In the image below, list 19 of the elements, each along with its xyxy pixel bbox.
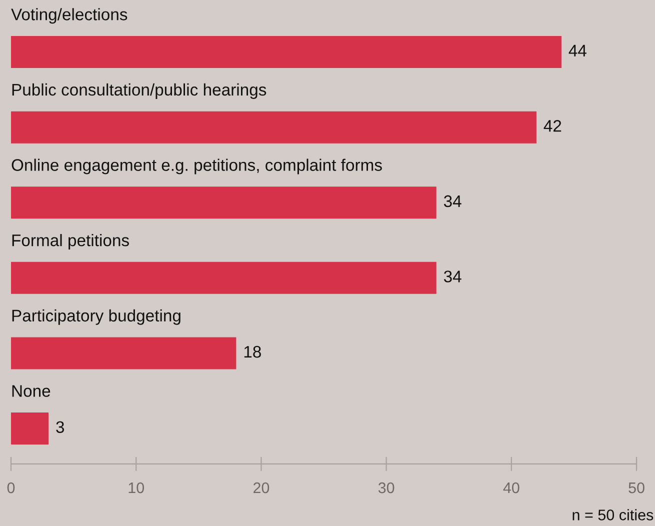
x-tick-label: 50 [628,482,644,494]
x-tick-label: 0 [7,482,15,494]
data-label: 34 [444,195,462,208]
y-tick-label: Voting/elections [11,8,128,24]
data-label: 42 [544,120,562,132]
x-tick-label: 10 [128,482,144,494]
y-tick-label: None [12,385,50,397]
data-label: 18 [244,346,261,358]
y-tick-label: Formal petitions [12,234,129,250]
data-label: 3 [56,421,64,434]
data-label: 44 [568,44,586,56]
data-label: 34 [444,270,462,282]
x-tick-label: 20 [253,482,270,494]
y-tick-label: Online engagement e.g. petitions, complaint forms [12,158,382,174]
text: n = 50 cities [572,509,654,520]
y-tick-label: Public consultation/public hearings [12,83,266,99]
x-tick-label: 30 [378,482,394,494]
x-tick-label: 40 [503,482,520,494]
y-tick-label: Participatory budgeting [12,309,180,325]
